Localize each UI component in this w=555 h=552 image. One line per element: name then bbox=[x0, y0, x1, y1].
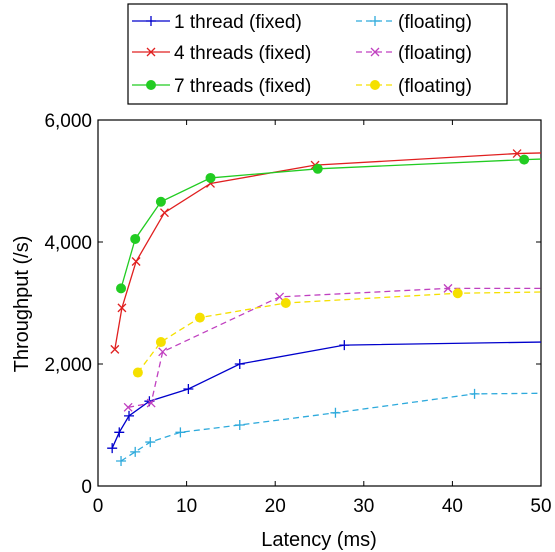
data-point-1-3 bbox=[175, 427, 186, 438]
legend-entry-1: (floating) bbox=[356, 12, 472, 33]
legend-label-5: (floating) bbox=[398, 76, 472, 97]
legend-marker-1 bbox=[370, 16, 380, 26]
legend-marker-2 bbox=[146, 47, 156, 57]
series-line-2 bbox=[114, 152, 541, 350]
data-point-4-3 bbox=[205, 172, 216, 183]
data-point-1-4 bbox=[234, 420, 245, 430]
y-tick-label: 0 bbox=[81, 477, 92, 498]
legend-entry-0: 1 thread (fixed) bbox=[132, 12, 302, 33]
legend-entry-5: (floating) bbox=[356, 76, 472, 97]
x-tick-label: 30 bbox=[353, 496, 374, 517]
series-line-5 bbox=[137, 291, 541, 373]
series-2 bbox=[110, 149, 541, 354]
data-point-4-1 bbox=[130, 233, 141, 244]
legend-entry-3: (floating) bbox=[356, 43, 472, 64]
data-point-4-0 bbox=[116, 283, 127, 294]
data-point-0-5 bbox=[234, 359, 245, 369]
data-point-1-5 bbox=[330, 407, 341, 418]
legend-entry-2: 4 threads (fixed) bbox=[132, 43, 311, 64]
data-point-0-6 bbox=[339, 340, 350, 351]
data-point-5-0 bbox=[132, 367, 143, 378]
series-group bbox=[107, 149, 541, 466]
x-tick-label: 50 bbox=[530, 496, 551, 517]
data-point-5-3 bbox=[280, 298, 291, 308]
data-point-3-4 bbox=[443, 283, 453, 293]
series-line-1 bbox=[120, 392, 541, 462]
legend-label-2: 4 threads (fixed) bbox=[174, 43, 311, 64]
data-point-2-6 bbox=[512, 149, 522, 159]
data-point-1-2 bbox=[145, 437, 156, 448]
data-point-0-2 bbox=[124, 410, 135, 421]
series-line-4 bbox=[120, 158, 541, 289]
data-point-5-4 bbox=[452, 288, 463, 299]
data-point-4-5 bbox=[519, 154, 530, 165]
data-point-0-4 bbox=[183, 384, 194, 395]
x-axis-title: Latency (ms) bbox=[261, 529, 377, 551]
data-point-4-4 bbox=[312, 163, 323, 174]
legend-marker-4 bbox=[146, 80, 156, 90]
y-tick-label: 2,000 bbox=[44, 355, 92, 376]
legend-frame bbox=[127, 3, 508, 105]
legend-label-1: (floating) bbox=[398, 12, 472, 33]
data-point-3-0 bbox=[123, 402, 133, 412]
data-point-0-1 bbox=[114, 427, 125, 438]
data-point-4-2 bbox=[155, 196, 166, 207]
legend-label-3: (floating) bbox=[398, 43, 472, 64]
data-point-3-2 bbox=[158, 347, 168, 357]
x-tick-label: 0 bbox=[93, 496, 104, 517]
y-axis: 0 2,000 4,000 6,000 bbox=[44, 111, 541, 498]
series-4 bbox=[116, 154, 541, 294]
series-line-3 bbox=[128, 287, 541, 408]
series-0 bbox=[107, 340, 541, 454]
data-point-0-0 bbox=[107, 443, 118, 454]
x-tick-label: 40 bbox=[442, 496, 463, 517]
legend: 1 thread (fixed) (floating) 4 threads (fix… bbox=[127, 3, 508, 105]
data-point-1-6 bbox=[469, 388, 480, 399]
plot-area bbox=[97, 119, 542, 487]
data-point-3-1 bbox=[146, 398, 156, 408]
legend-marker-0 bbox=[146, 16, 156, 26]
x-tick-label: 10 bbox=[176, 496, 197, 517]
data-point-2-3 bbox=[159, 208, 169, 218]
series-line-0 bbox=[111, 341, 541, 449]
y-axis-title: Throughput (/s) bbox=[11, 236, 33, 373]
data-point-5-1 bbox=[155, 337, 166, 348]
y-tick-label: 6,000 bbox=[44, 111, 92, 132]
plot-frame bbox=[97, 119, 542, 487]
legend-entry-4: 7 threads (fixed) bbox=[132, 76, 311, 97]
x-axis: 0 10 20 30 40 50 bbox=[93, 120, 552, 517]
legend-label-0: 1 thread (fixed) bbox=[174, 12, 302, 33]
data-point-1-0 bbox=[116, 455, 127, 466]
legend-label-4: 7 threads (fixed) bbox=[174, 76, 311, 97]
legend-marker-5 bbox=[370, 80, 380, 90]
series-5 bbox=[132, 288, 541, 378]
legend-marker-3 bbox=[370, 47, 380, 57]
data-point-1-1 bbox=[130, 446, 141, 457]
x-tick-label: 20 bbox=[265, 496, 286, 517]
y-tick-label: 4,000 bbox=[44, 233, 92, 254]
data-point-2-2 bbox=[131, 257, 141, 266]
data-point-2-0 bbox=[110, 344, 120, 354]
data-point-5-2 bbox=[194, 312, 205, 323]
data-point-2-1 bbox=[117, 303, 127, 313]
series-1 bbox=[116, 388, 541, 466]
series-3 bbox=[123, 283, 541, 412]
